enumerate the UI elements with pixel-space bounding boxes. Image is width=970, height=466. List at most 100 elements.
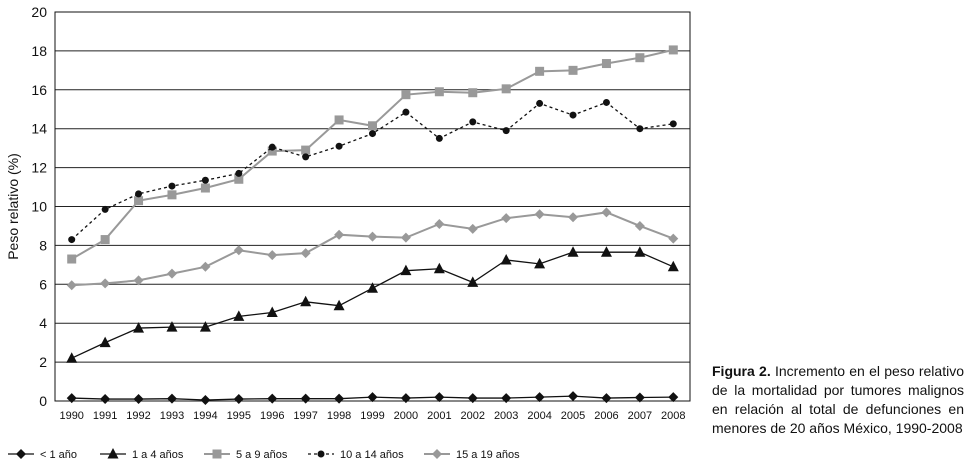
plot-frame xyxy=(54,11,691,402)
x-tick-labels: 1990 1991 1992 1993 1994 1995 1996 1997 1998 1999… xyxy=(59,410,685,422)
x-tick-label: 2005 xyxy=(561,410,585,422)
data-point xyxy=(133,322,145,333)
data-point xyxy=(469,118,477,126)
legend-item: 5 a 9 años xyxy=(204,449,288,461)
data-point xyxy=(601,207,612,218)
x-tick-label: 1997 xyxy=(293,410,317,422)
data-point xyxy=(67,254,77,264)
data-point xyxy=(301,145,311,155)
data-point xyxy=(99,336,111,348)
data-point xyxy=(535,66,545,76)
data-point xyxy=(568,65,578,75)
legend: < 1 año 1 a 4 años 5 a 9 años 10 a 14 años 1… xyxy=(8,448,520,461)
data-point xyxy=(200,183,210,193)
data-point xyxy=(602,98,610,106)
data-point xyxy=(333,299,345,311)
data-point xyxy=(68,236,76,244)
data-point xyxy=(234,174,244,184)
data-point xyxy=(468,88,478,98)
x-tick-label: 2003 xyxy=(494,410,518,422)
data-point xyxy=(201,176,209,184)
data-point xyxy=(267,146,277,156)
data-point xyxy=(166,321,178,332)
data-point xyxy=(534,257,546,269)
caption-text: Incremento en el peso relativo de la mor… xyxy=(712,363,964,436)
legend-marker xyxy=(16,449,26,459)
data-point xyxy=(101,205,109,213)
data-point xyxy=(100,394,111,405)
data-point xyxy=(669,120,677,128)
data-point xyxy=(635,53,645,63)
data-point xyxy=(133,275,144,286)
series-5 xyxy=(66,207,679,291)
legend-marker xyxy=(212,449,222,459)
y-tick-label: 12 xyxy=(31,160,47,176)
y-axis-title: Peso relativo (%) xyxy=(5,153,21,260)
x-tick-label: 1995 xyxy=(227,410,251,422)
data-point xyxy=(300,393,311,404)
x-tick-label: 2001 xyxy=(427,410,451,422)
y-tick-label: 16 xyxy=(31,82,47,98)
data-point xyxy=(233,310,245,321)
data-point xyxy=(199,321,211,332)
data-point xyxy=(367,282,378,293)
data-point xyxy=(367,392,378,403)
legend-label: 5 a 9 años xyxy=(236,449,288,461)
data-point xyxy=(300,248,311,259)
y-tick-label: 10 xyxy=(31,199,47,215)
x-tick-label: 1999 xyxy=(360,410,384,422)
data-point xyxy=(467,393,478,404)
data-point xyxy=(302,153,310,161)
data-point xyxy=(134,196,144,206)
y-tick-label: 4 xyxy=(39,315,47,331)
data-point xyxy=(334,115,344,125)
data-point xyxy=(601,393,612,404)
figure-caption: Figura 2. Incremento en el peso relativo… xyxy=(712,362,964,438)
y-tick-label: 0 xyxy=(39,393,47,409)
data-point xyxy=(601,59,611,69)
data-point xyxy=(368,121,377,131)
y-tick-label: 14 xyxy=(31,121,47,137)
data-point xyxy=(166,393,177,404)
data-point xyxy=(434,219,445,230)
legend-label: 15 a 19 años xyxy=(456,449,520,461)
series-line xyxy=(71,211,674,287)
data-point xyxy=(334,393,345,404)
x-tick-label: 2000 xyxy=(394,410,418,422)
y-tick-label: 18 xyxy=(31,43,47,59)
data-point xyxy=(235,169,243,177)
data-point xyxy=(267,393,278,404)
data-point xyxy=(200,395,211,406)
data-point xyxy=(334,229,345,240)
series-lines xyxy=(66,45,679,406)
data-point xyxy=(401,90,411,100)
y-tick-label: 6 xyxy=(39,276,47,292)
series-3 xyxy=(67,45,678,264)
data-point xyxy=(668,233,679,244)
data-point xyxy=(400,232,411,243)
data-point xyxy=(569,111,577,119)
legend-label: < 1 año xyxy=(40,449,77,461)
data-point xyxy=(433,262,445,274)
y-tick-label: 20 xyxy=(31,4,47,20)
x-tick-label: 1990 xyxy=(59,410,83,422)
x-tick-label: 1993 xyxy=(160,410,184,422)
data-point xyxy=(300,295,312,307)
data-point xyxy=(233,394,244,405)
data-point xyxy=(133,394,144,405)
x-tick-label: 2007 xyxy=(628,410,652,422)
legend-item: 15 a 19 años xyxy=(424,449,520,461)
legend-marker xyxy=(432,449,442,459)
x-tick-label: 2008 xyxy=(661,410,685,422)
data-point xyxy=(200,261,211,272)
legend-label: 1 a 4 años xyxy=(132,449,184,461)
data-point xyxy=(534,209,545,220)
data-point xyxy=(502,127,510,135)
data-point xyxy=(636,125,644,133)
data-point xyxy=(668,392,679,403)
y-tick-labels: 0 2 4 6 8 10 12 14 16 18 20 xyxy=(31,4,47,409)
data-point xyxy=(501,213,512,224)
x-tick-label: 2006 xyxy=(594,410,618,422)
series-4 xyxy=(68,98,677,244)
data-point xyxy=(66,393,77,404)
